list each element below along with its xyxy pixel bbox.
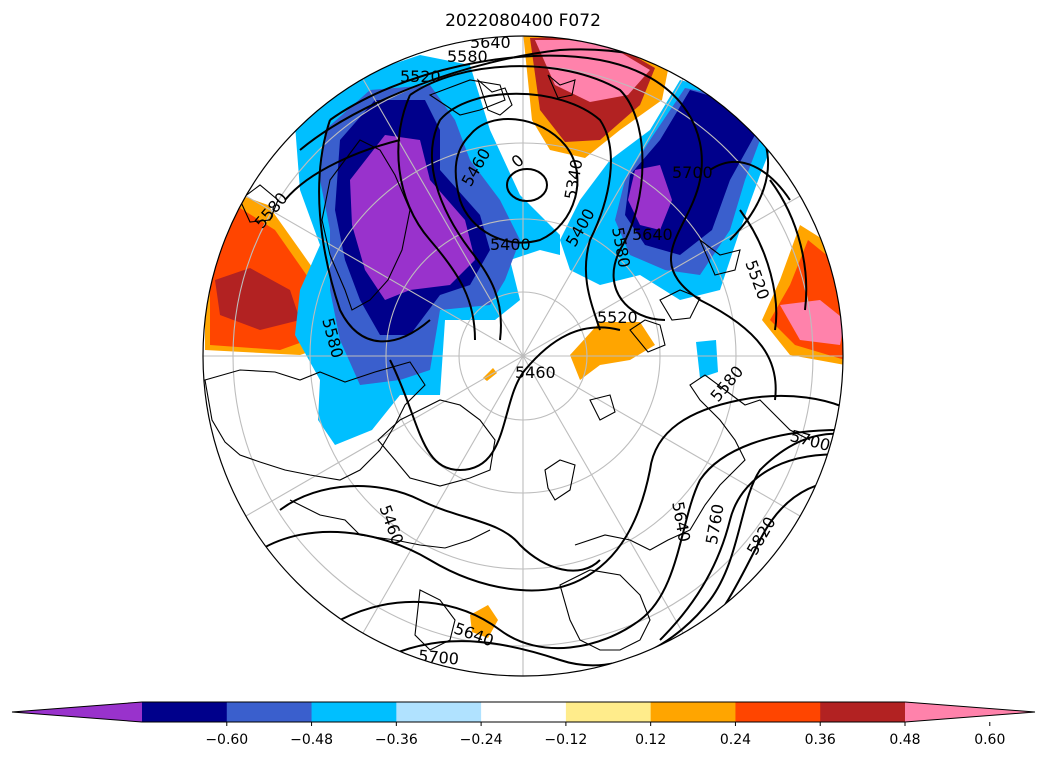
colorbar-segment xyxy=(650,702,736,722)
colorbar-tick-label: −0.24 xyxy=(460,732,503,748)
colorbar-segment xyxy=(565,702,652,722)
graticule xyxy=(203,36,843,676)
contour-label: 5520 xyxy=(597,308,638,327)
colorbar-extension-high xyxy=(905,702,1035,722)
map-boundary xyxy=(202,35,844,677)
contour-label: 5520 xyxy=(400,67,441,86)
anomaly-region-negative-left-peak xyxy=(350,135,475,300)
anomaly-region-positive-right-peak xyxy=(780,300,843,345)
colorbar-tick-label: −0.48 xyxy=(290,732,333,748)
colorbar-tick-label: −0.36 xyxy=(375,732,418,748)
contour-label: 5700 xyxy=(672,163,713,182)
anomaly-region-negative-right-peak xyxy=(628,165,672,230)
anomaly-region-negative-small-right xyxy=(696,340,718,378)
colorbar-segment xyxy=(820,702,906,722)
colorbar: −0.60 −0.48 −0.36 −0.24 −0.12 0.12 0.24 0.36 0.4… xyxy=(11,701,1036,748)
colorbar-tick-label: 0.60 xyxy=(974,732,1005,748)
colorbar-segment xyxy=(311,702,397,722)
map-disk: 5640 5580 5520 5580 5460 5400 5340 5400 … xyxy=(203,33,843,676)
colorbar-segment xyxy=(735,702,821,722)
colorbar-segment xyxy=(481,702,567,722)
anomaly-region-positive-center xyxy=(570,322,655,380)
contour-label: 5580 xyxy=(447,47,488,66)
coastlines xyxy=(204,74,811,651)
colorbar-segment xyxy=(142,702,228,722)
colorbar-tick-label: −0.60 xyxy=(205,732,248,748)
contour-label: 5640 xyxy=(470,33,511,52)
colorbar-segment xyxy=(226,702,313,722)
colorbar-outline xyxy=(11,701,1036,723)
anomaly-region-positive-bottom xyxy=(470,605,498,638)
map-title: 2022080400 F072 xyxy=(445,11,601,31)
height-contours xyxy=(259,48,843,667)
contour-label: 5400 xyxy=(490,235,531,254)
colorbar-extension-low xyxy=(12,702,142,722)
contour-label: 5460 xyxy=(515,363,556,382)
colorbar-tick-label: 0.36 xyxy=(805,732,836,748)
colorbar-tick-label: −0.12 xyxy=(544,732,587,748)
contour-label: 5640 xyxy=(632,225,673,244)
colorbar-tick-label: 0.24 xyxy=(720,732,751,748)
colorbar-segment xyxy=(396,702,482,722)
colorbar-tick-label: 0.48 xyxy=(889,732,920,748)
colorbar-tick-label: 0.12 xyxy=(635,732,666,748)
